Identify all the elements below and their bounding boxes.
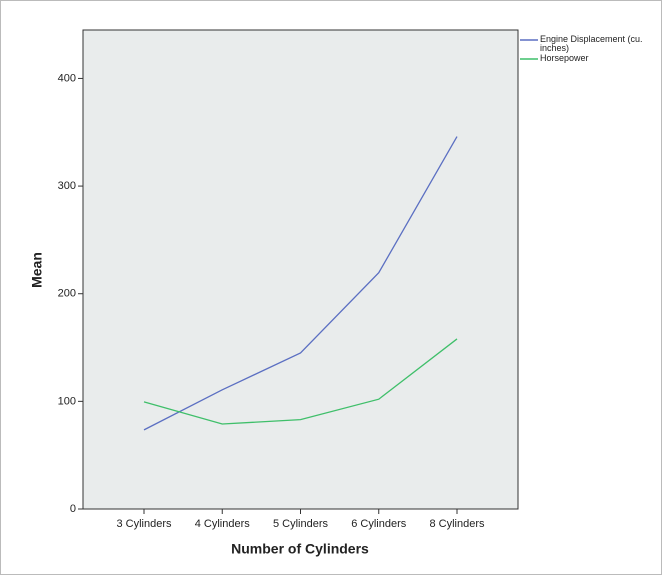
y-tick-label: 400: [58, 72, 76, 84]
x-tick-label: 6 Cylinders: [351, 518, 407, 530]
series-line: [143, 136, 458, 431]
x-tick-label: 8 Cylinders: [429, 518, 485, 530]
y-axis-label: Mean: [29, 252, 45, 288]
x-tick-label: 3 Cylinders: [116, 518, 172, 530]
series-line: [143, 338, 458, 425]
y-tick-label: 0: [70, 503, 76, 515]
x-tick-label: 5 Cylinders: [273, 518, 329, 530]
y-tick-label: 100: [58, 395, 76, 407]
y-tick-label: 300: [58, 180, 76, 192]
legend-label: Engine Displacement (cu. inches): [540, 34, 643, 53]
plot-area: [82, 29, 519, 510]
x-tick-label: 4 Cylinders: [195, 518, 251, 530]
legend-label: Horsepower: [540, 53, 589, 63]
x-axis-label: Number of Cylinders: [231, 541, 369, 557]
y-tick-label: 200: [58, 288, 76, 300]
